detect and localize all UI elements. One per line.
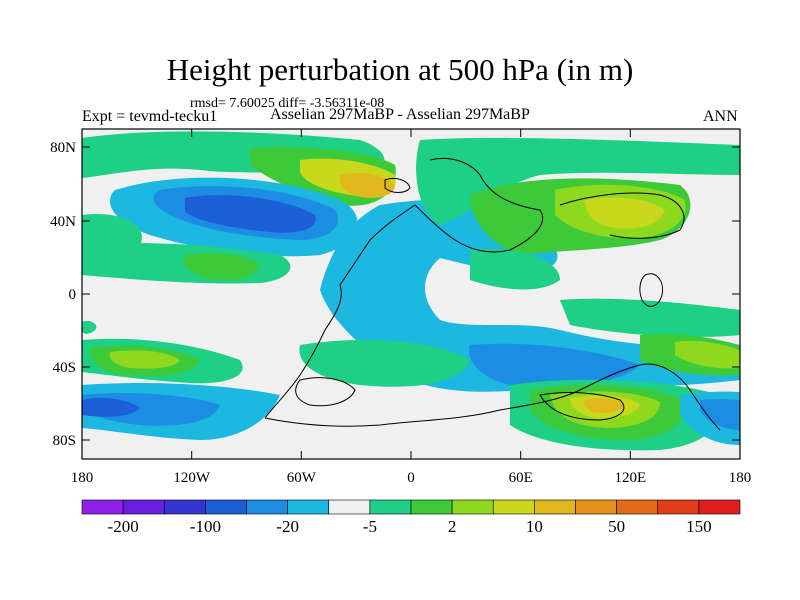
coastline-south-left — [295, 377, 356, 407]
lon-tick-label: 120W — [173, 470, 211, 486]
contour-neg5-south-east — [700, 399, 740, 430]
lon-tick-label: 60W — [287, 470, 317, 486]
contour-neg2-central — [320, 200, 740, 392]
coastline-pangaea-south — [264, 363, 721, 431]
experiment-label: Expt = tevmd-tecku1 — [82, 108, 218, 125]
colorbar-swatch — [657, 499, 700, 515]
colorbar-swatch — [163, 499, 206, 515]
colorbar-label: 150 — [686, 517, 712, 536]
colorbar-swatch — [616, 499, 659, 515]
lon-tick-label: 180 — [729, 470, 752, 486]
height-perturbation-field — [82, 129, 740, 459]
colorbar-swatch — [575, 499, 617, 515]
colorbar-label: -5 — [363, 517, 377, 536]
colorbar-swatch — [205, 499, 247, 515]
colorbar-label: 50 — [608, 517, 625, 536]
lon-tick-label: 120E — [614, 470, 646, 486]
lat-tick-label: 0 — [69, 287, 77, 303]
plot-title: Height perturbation at 500 hPa (in m) — [166, 52, 634, 87]
colorbar-swatch — [81, 499, 124, 515]
lat-tick-label: 80S — [53, 433, 76, 449]
lat-tick-label: 40S — [53, 360, 76, 376]
contour-p20-south-east — [675, 340, 740, 369]
colorbar-label: -200 — [108, 517, 139, 536]
colorbar-swatch — [246, 499, 288, 515]
colorbar-label: -100 — [190, 517, 221, 536]
colorbar: -200 -100 -20 -5 2 10 50 150 — [81, 499, 741, 536]
colorbar-label: 2 — [448, 517, 457, 536]
contour-p2-pacific-east — [560, 298, 740, 337]
lat-tick-label: 40N — [50, 214, 76, 230]
contour-neg20-south-left — [82, 397, 140, 417]
coastline-north-right — [559, 192, 685, 239]
colorbar-swatch — [698, 499, 741, 515]
contour-p2-indian — [470, 249, 560, 290]
coastline-east-island — [639, 273, 664, 307]
lat-tick-label: 80N — [50, 140, 76, 156]
stats-label: rmsd= 7.60025 diff= -3.56311e-08 — [190, 96, 385, 111]
contour-p20-south-left — [109, 350, 180, 369]
contour-p2-south-center — [299, 340, 470, 387]
coastline-pangaea-north — [264, 157, 544, 419]
contour-p2-west-edge — [82, 320, 97, 334]
colorbar-swatch — [410, 499, 453, 515]
comparison-label: Asselian 297MaBP - Asselian 297MaBP — [270, 106, 530, 123]
coastline-south-right — [539, 392, 625, 421]
lon-tick-label: 180 — [71, 470, 94, 486]
latitude-axis: 80N 40N 0 40S 80S — [50, 140, 740, 449]
contour-p100-south-right — [583, 398, 625, 413]
colorbar-swatch — [122, 499, 165, 515]
longitude-axis: 180 120W 60W 0 60E 120E 180 — [71, 129, 752, 486]
colorbar-swatch — [451, 499, 494, 515]
season-label: ANN — [703, 108, 738, 125]
contour-p50-north-right — [585, 197, 665, 229]
contour-p100-north-left — [339, 173, 395, 198]
coastline-north-left-islands — [384, 177, 411, 193]
colorbar-label: -20 — [276, 517, 299, 536]
contour-p2-north-right — [416, 137, 740, 225]
contour-neg20-north — [185, 195, 316, 233]
lon-tick-label: 60E — [509, 470, 533, 486]
colorbar-label: 10 — [526, 517, 543, 536]
lon-tick-label: 0 — [407, 470, 415, 486]
contour-neg5-south-center — [469, 343, 640, 387]
contour-p10-subtropic-left — [183, 253, 260, 281]
colorbar-swatch — [534, 499, 576, 515]
colorbar-swatch — [492, 499, 535, 515]
colorbar-swatch — [369, 499, 412, 515]
colorbar-swatch — [287, 499, 330, 515]
coastlines — [264, 157, 721, 431]
contour-p2-atlantic — [82, 214, 142, 251]
colorbar-swatch — [328, 499, 371, 515]
